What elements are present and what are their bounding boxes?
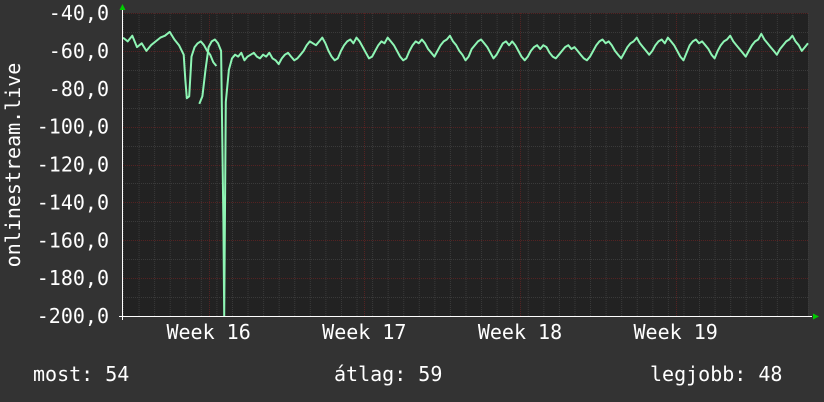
x-tick-label: Week 17 [322,320,406,344]
grid-lines [123,13,809,317]
y-tick-label: -100,0 [37,115,109,139]
x-tick-label: Week 19 [634,320,718,344]
axes [119,4,819,320]
legend-now-label: most: [33,362,94,386]
legend: most: 54 átlag: 59 legjobb: 48 [0,362,824,390]
legend-now-value: 54 [105,362,130,386]
y-tick-label: -140,0 [37,190,109,214]
y-tick-label: -80,0 [49,77,109,101]
series-line [122,30,218,100]
x-axis-arrow [813,313,819,320]
series-layer [122,30,809,317]
y-tick-label: -40,0 [49,1,109,25]
x-axis-ticks: Week 16 Week 17 Week 18 Week 19 [166,320,717,344]
legend-best-label: legjobb: [650,362,747,386]
legend-average: átlag: 59 [334,362,442,386]
y-axis-title: onlinestream.live [1,63,25,268]
legend-best-value: 48 [758,362,783,386]
x-tick-label: Week 16 [166,320,250,344]
legend-now: most: 54 [33,362,129,386]
legend-average-label: átlag: [334,362,407,386]
legend-best: legjobb: 48 [650,362,782,386]
y-tick-label: -60,0 [49,39,109,63]
y-tick-label: -160,0 [37,228,109,252]
legend-average-value: 59 [418,362,443,386]
series-line [198,32,809,317]
x-tick-label: Week 18 [478,320,562,344]
y-tick-label: -180,0 [37,266,109,290]
y-tick-label: -120,0 [37,153,109,177]
y-axis-arrow [119,4,126,10]
y-tick-label: -200,0 [37,304,109,328]
y-axis-ticks: -40,0 -60,0 -80,0 -100,0 -120,0 -140,0 -160,0 -… [37,1,109,328]
